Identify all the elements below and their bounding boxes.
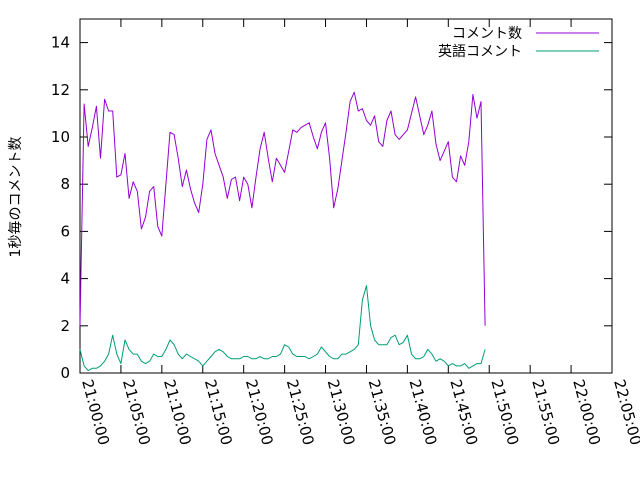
plot-frame (79, 18, 613, 374)
x-tick-label: 21:00:00 (78, 377, 113, 447)
x-tick-label: 21:15:00 (201, 377, 236, 447)
legend-label: コメント数 (452, 26, 522, 42)
x-tick-label: 21:45:00 (446, 377, 481, 447)
y-tick-label: 14 (51, 34, 70, 52)
legend-label: 英語コメント (438, 43, 522, 60)
series-line-english-comments (79, 285, 486, 372)
x-tick-label: 21:50:00 (487, 377, 522, 447)
series-line-comments (79, 91, 486, 326)
x-tick-label: 22:05:00 (610, 377, 640, 447)
y-tick-label: 2 (60, 317, 70, 335)
x-tick-label: 21:40:00 (406, 377, 441, 447)
y-tick-label: 8 (60, 175, 70, 193)
x-tick-label: 21:20:00 (242, 377, 277, 447)
x-tick-label: 21:55:00 (528, 377, 563, 447)
y-tick-label: 6 (60, 222, 70, 240)
y-tick-label: 0 (60, 364, 70, 382)
x-tick-label: 21:35:00 (365, 377, 400, 447)
x-tick-label: 21:25:00 (283, 377, 318, 447)
y-axis-title: 1秒毎のコメント数 (8, 137, 24, 258)
y-tick-label: 10 (51, 128, 70, 146)
x-tick-label: 21:10:00 (160, 377, 195, 447)
y-tick-label: 12 (51, 81, 70, 99)
y-tick-label: 4 (60, 270, 70, 288)
x-tick-label: 21:05:00 (119, 377, 154, 447)
x-tick-label: 22:00:00 (569, 377, 604, 447)
x-tick-label: 21:30:00 (324, 377, 359, 447)
